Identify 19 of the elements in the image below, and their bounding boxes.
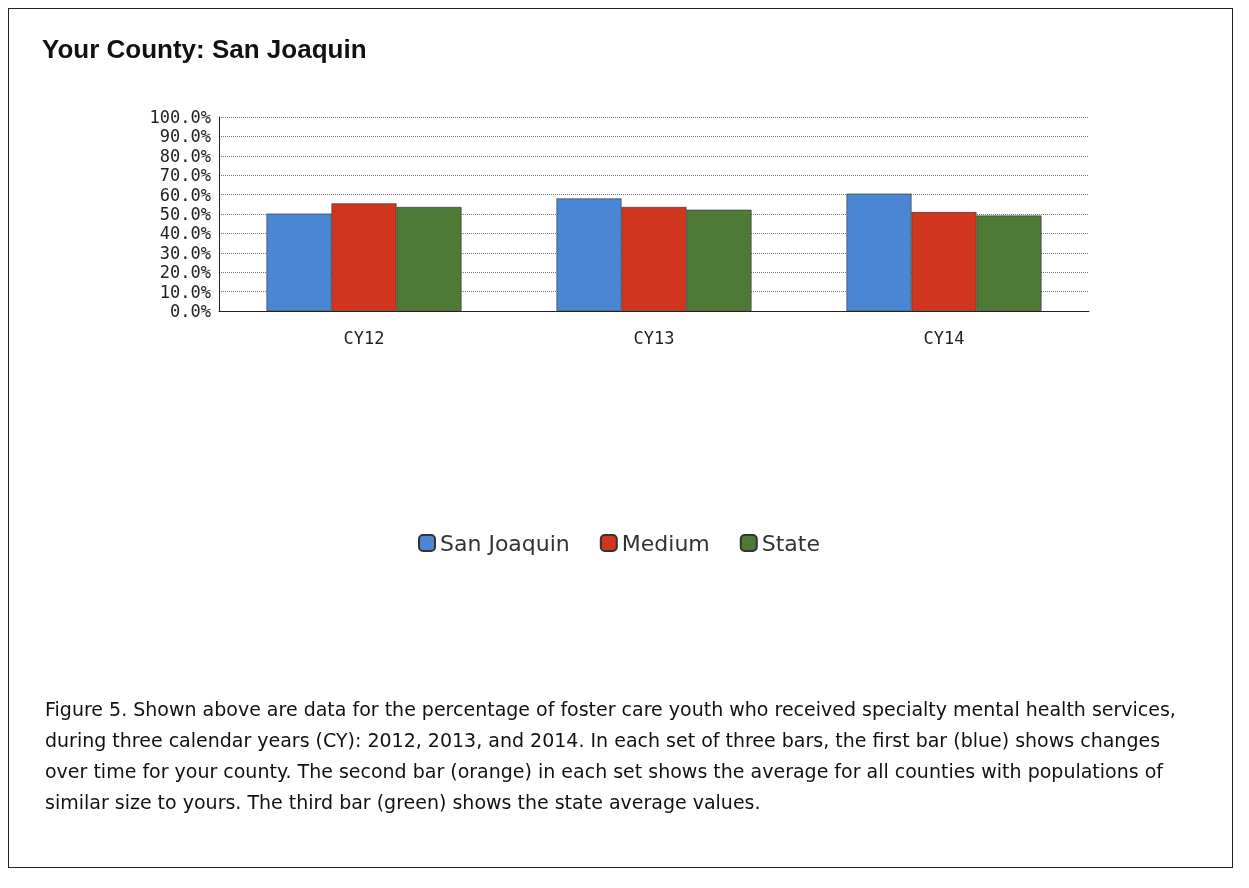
- caption: Figure 5. Shown above are data for the percentage of foster care youth who received specialty mental health services, during three calendar years (CY): 2012, 2013, and 2014. In each set of three bars, the first bar (blue) shows changes over time for your county. The second bar (orange) in each set shows the average for all counties with populations of similar size to yours. The third bar (green) shows the state average values.: [45, 697, 1177, 815]
- y-tick-label: 60.0%: [159, 184, 211, 205]
- x-tick-label: CY12: [343, 327, 385, 348]
- legend-label: Medium: [621, 530, 710, 556]
- x-tick-label: CY14: [923, 327, 965, 348]
- y-tick-label: 80.0%: [159, 145, 211, 166]
- y-tick-label: 90.0%: [159, 126, 211, 147]
- y-tick-label: 0.0%: [170, 301, 211, 321]
- legend-label: San Joaquin: [440, 530, 570, 556]
- legend-label: State: [761, 530, 820, 556]
- y-tick-label: 50.0%: [159, 204, 211, 224]
- y-tick-label: 30.0%: [159, 242, 211, 263]
- y-tick-label: 20.0%: [159, 262, 211, 283]
- x-tick-label: CY13: [633, 327, 675, 348]
- y-tick-label: 100.0%: [149, 107, 211, 127]
- y-tick-label: 40.0%: [159, 223, 211, 244]
- y-tick-label: 10.0%: [159, 281, 211, 302]
- chart-title: Your County: San Joaquin: [42, 34, 367, 64]
- y-tick-label: 70.0%: [159, 165, 211, 186]
